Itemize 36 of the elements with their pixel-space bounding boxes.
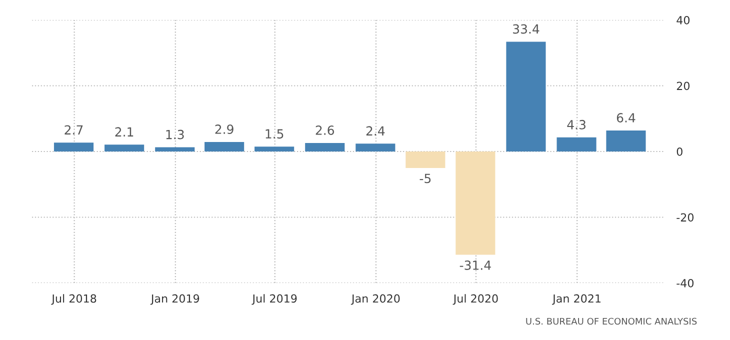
data-label: 1.3 [166,130,184,140]
bar [104,144,144,152]
y-tick-label: -40 [676,278,694,288]
bar [506,42,546,152]
bar [254,146,294,152]
x-tick-label: Jul 2018 [51,294,96,305]
y-tick-label: 40 [676,16,690,24]
data-label: 2.9 [215,124,234,134]
bar [456,152,496,255]
x-tick-label: Jan 2019 [150,294,200,305]
bar [54,142,94,152]
y-tick-label: -20 [676,213,694,222]
text: U.S. BUREAU OF ECONOMIC ANALYSIS [526,318,697,325]
x-tick-label: Jul 2020 [452,294,498,305]
x-tick-label: Jan 2020 [350,294,400,305]
bar [556,137,596,152]
data-label: 33.4 [513,24,540,34]
data-label: 2.7 [64,125,83,134]
data-label: 2.6 [316,126,334,135]
bar [606,130,646,152]
data-label: 2.4 [366,126,385,136]
x-tick-label: Jan 2021 [552,294,601,305]
data-label: 4.3 [567,120,586,130]
y-tick-label: 20 [676,82,690,90]
data-label: 2.1 [115,127,134,136]
bar [305,142,345,152]
bar [406,152,446,168]
data-label: 6.4 [616,113,636,122]
y-tick-label: 0 [676,147,682,156]
data-label: 1.5 [266,129,284,139]
x-tick-label: Jul 2019 [252,294,297,305]
bar [204,142,244,152]
bar [155,147,195,152]
data-label: -5 [420,174,431,184]
bar [356,144,396,152]
data-label: -31.4 [460,260,491,270]
